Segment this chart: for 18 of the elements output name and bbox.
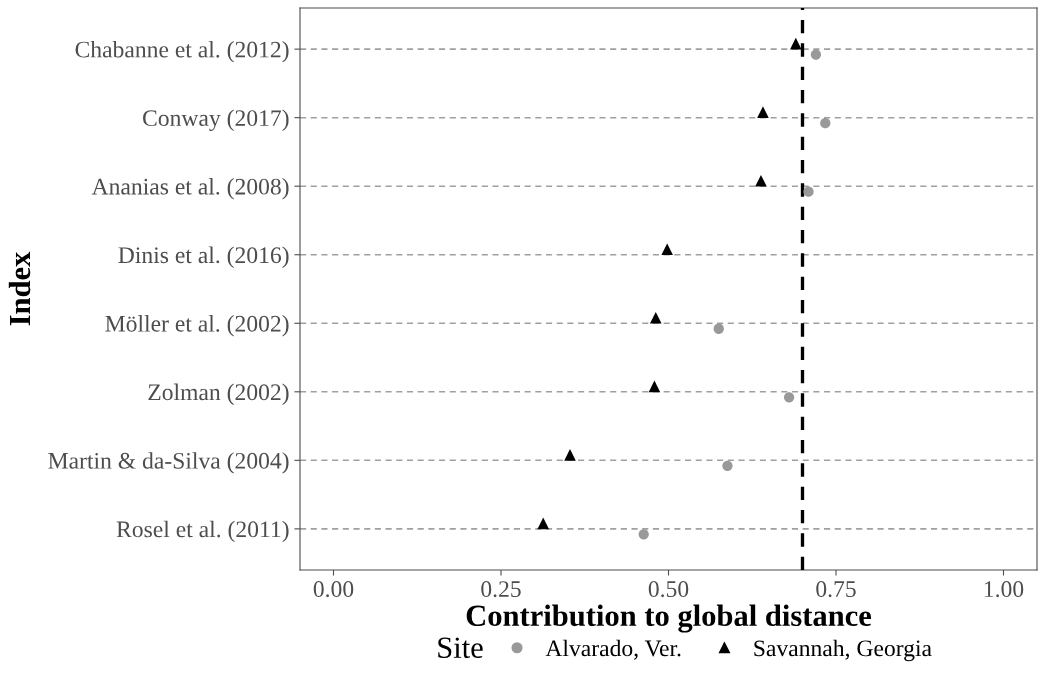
x-tick-label: 0.75 — [816, 581, 856, 598]
x-tick-label: 0.25 — [481, 581, 521, 598]
y-tick-label: Dinis et al. (2016) — [118, 246, 289, 268]
y-tick-label: Chabanne et al. (2012) — [75, 40, 289, 63]
y-tick-label: Conway (2017) — [143, 109, 289, 131]
x-tick-label: 1.00 — [984, 581, 1024, 598]
x-axis-title: Contribution to global distance — [466, 604, 872, 633]
y-tick-label: Rosel et al. (2011) — [116, 520, 289, 543]
y-tick-label: Ananias et al. (2008) — [91, 178, 289, 200]
x-tick-label: 0.00 — [313, 581, 354, 598]
y-tick-label: Martin & da-Silva (2004) — [48, 452, 289, 474]
y-axis-title: Index — [8, 251, 31, 326]
y-tick-label: Möller et al. (2002) — [105, 315, 289, 337]
legend-label: Alvarado, Ver. — [545, 639, 681, 660]
legend-title: Site — [438, 637, 483, 659]
y-tick-label: Zolman (2002) — [148, 383, 289, 406]
x-tick-label: 0.50 — [648, 581, 689, 598]
legend-label: Savannah, Georgia — [754, 639, 932, 662]
